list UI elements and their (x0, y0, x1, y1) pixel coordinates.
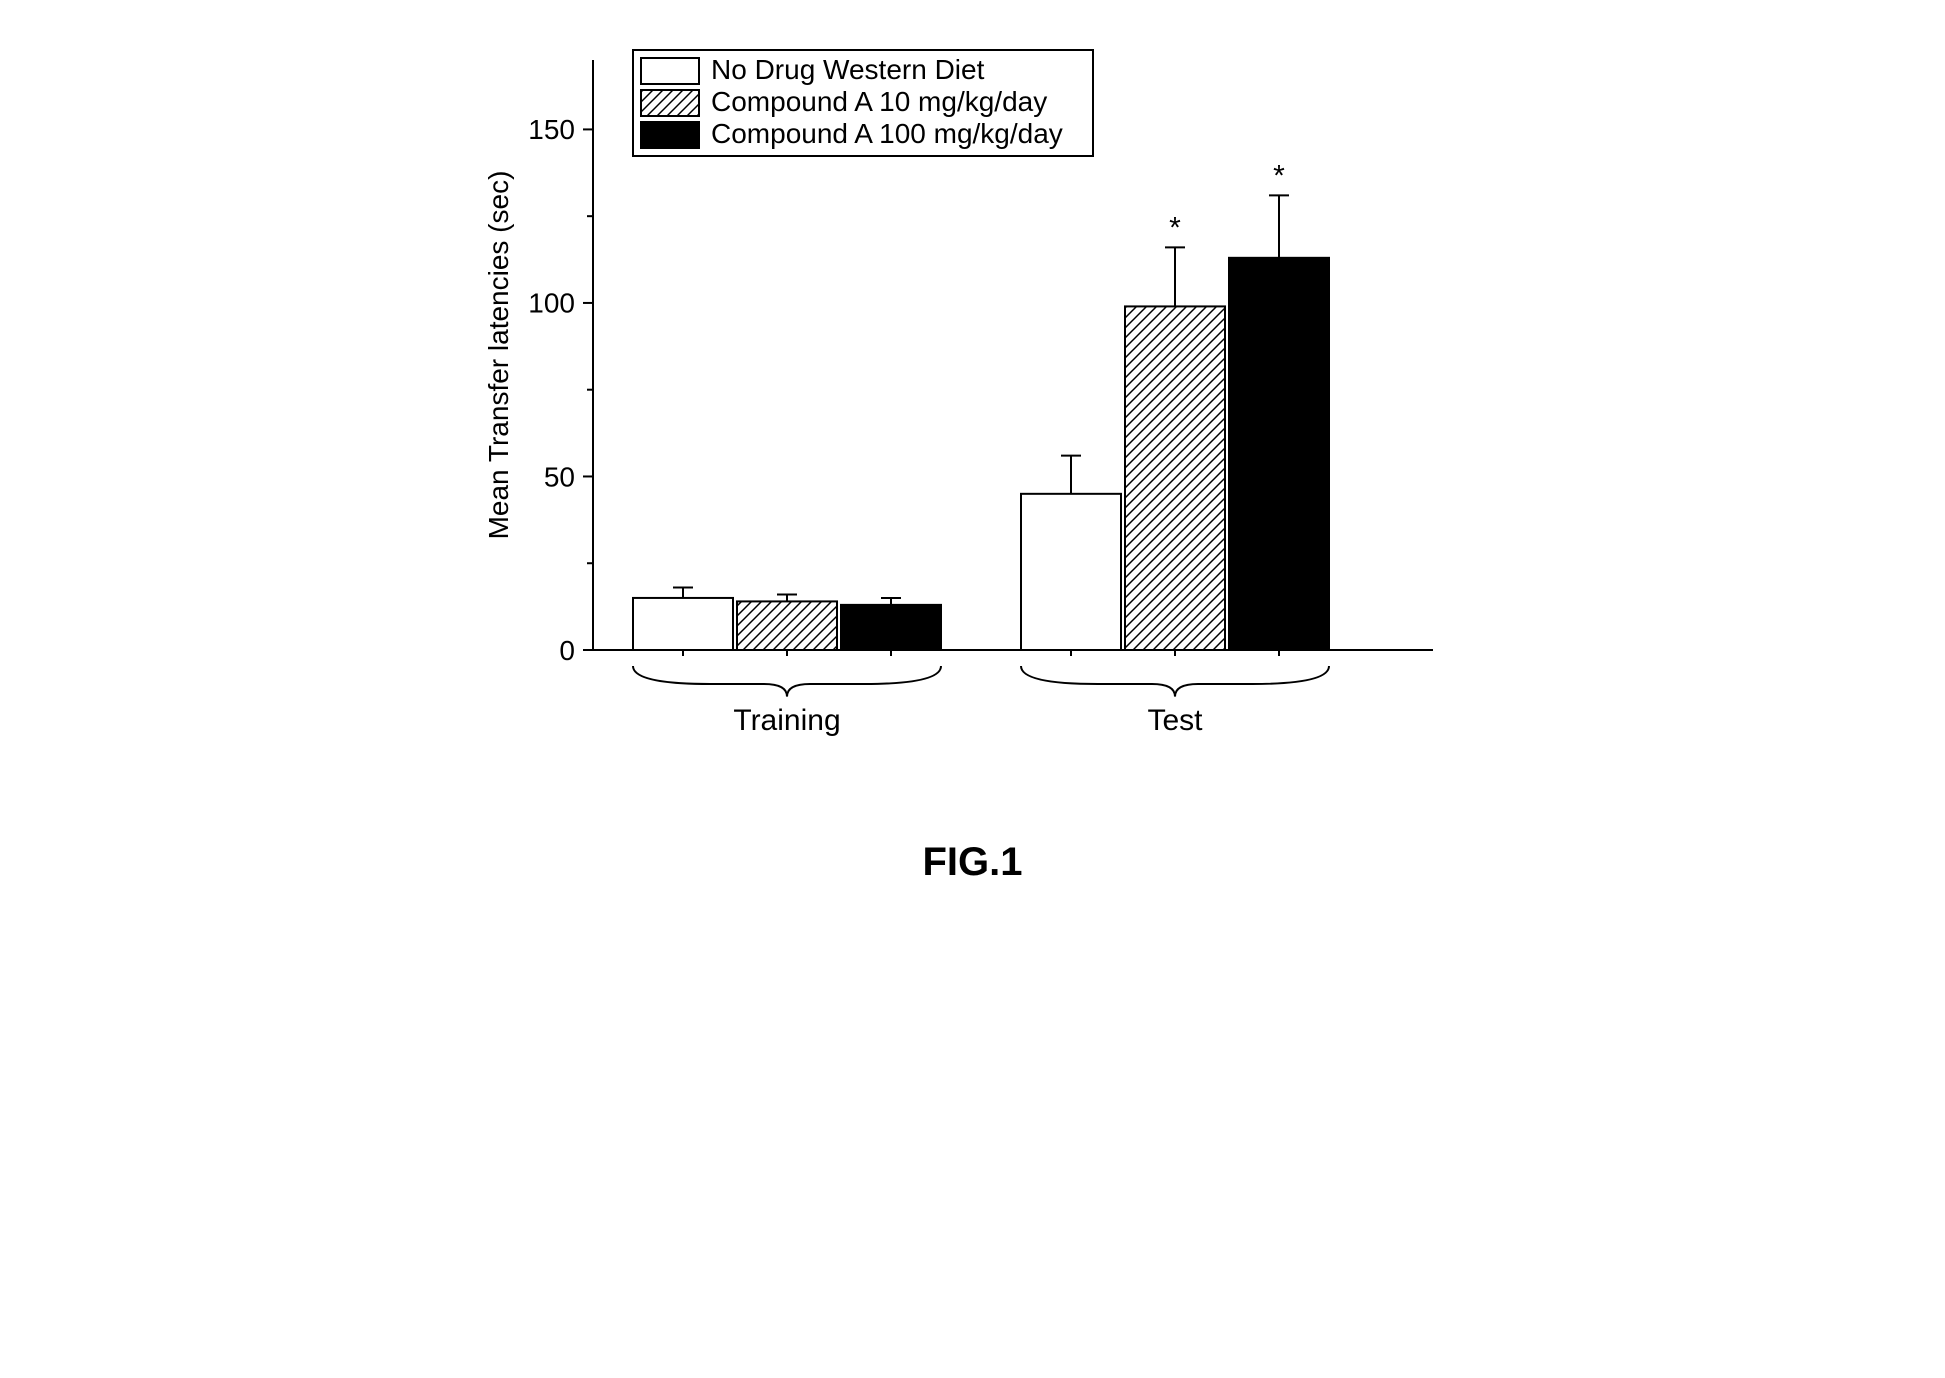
svg-text:*: * (1169, 211, 1181, 244)
bar-chart: 0 50 100 150 Mean Transfer latencies (sec) * *… (473, 40, 1473, 800)
svg-text:Compound A 100 mg/kg/day: Compound A 100 mg/kg/day (711, 118, 1063, 149)
svg-text:150: 150 (528, 114, 575, 145)
svg-text:50: 50 (543, 461, 574, 492)
svg-text:Training: Training (733, 704, 840, 737)
chart-container: 0 50 100 150 Mean Transfer latencies (sec) * *… (473, 40, 1473, 800)
svg-text:0: 0 (559, 635, 575, 666)
svg-text:Mean Transfer latencies (sec): Mean Transfer latencies (sec) (483, 171, 514, 540)
svg-text:100: 100 (528, 288, 575, 319)
svg-text:No Drug Western Diet: No Drug Western Diet (711, 54, 985, 85)
svg-text:Test: Test (1147, 704, 1203, 737)
figure-title: FIG.1 (40, 840, 1905, 885)
svg-text:*: * (1273, 159, 1285, 192)
svg-text:Compound A 10 mg/kg/day: Compound A 10 mg/kg/day (711, 86, 1047, 117)
